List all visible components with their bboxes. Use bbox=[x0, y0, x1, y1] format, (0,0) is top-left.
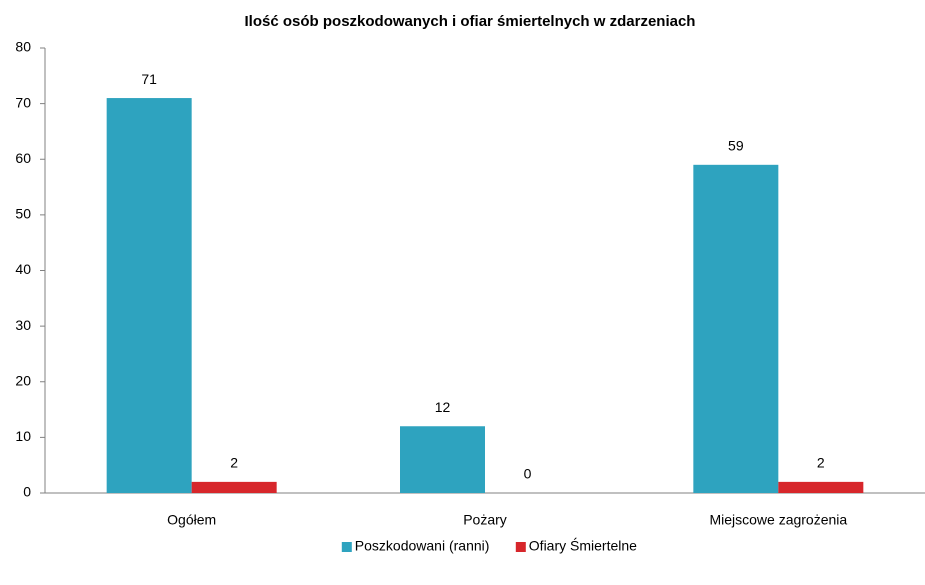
data-label: 12 bbox=[435, 399, 451, 415]
bar bbox=[400, 426, 485, 493]
y-tick-label: 50 bbox=[15, 206, 31, 222]
data-label: 0 bbox=[524, 466, 532, 482]
legend-label: Ofiary Śmiertelne bbox=[529, 537, 637, 554]
data-label: 2 bbox=[230, 455, 238, 471]
y-tick-label: 70 bbox=[15, 94, 31, 110]
x-tick-label: Pożary bbox=[463, 512, 507, 528]
legend-swatch bbox=[341, 542, 352, 552]
bar bbox=[191, 481, 277, 493]
bar bbox=[693, 164, 779, 493]
y-tick-label: 20 bbox=[15, 372, 31, 388]
bar bbox=[106, 98, 192, 493]
y-tick-label: 40 bbox=[15, 261, 31, 277]
chart-title: Ilość osób poszkodowanych i ofiar śmiert… bbox=[245, 13, 696, 30]
y-tick-label: 0 bbox=[23, 484, 31, 500]
legend-label: Poszkodowani (ranni) bbox=[355, 538, 490, 554]
data-label: 2 bbox=[817, 455, 825, 471]
y-tick-label: 30 bbox=[15, 317, 31, 333]
y-tick-label: 10 bbox=[15, 428, 31, 444]
x-tick-label: Ogółem bbox=[167, 512, 216, 528]
data-label: 71 bbox=[141, 71, 157, 87]
legend-swatch bbox=[515, 542, 526, 552]
y-tick-label: 80 bbox=[15, 39, 31, 55]
y-tick-label: 60 bbox=[15, 150, 31, 166]
x-tick-label: Miejscowe zagrożenia bbox=[709, 512, 847, 528]
bar bbox=[778, 481, 864, 493]
data-label: 59 bbox=[728, 138, 744, 154]
